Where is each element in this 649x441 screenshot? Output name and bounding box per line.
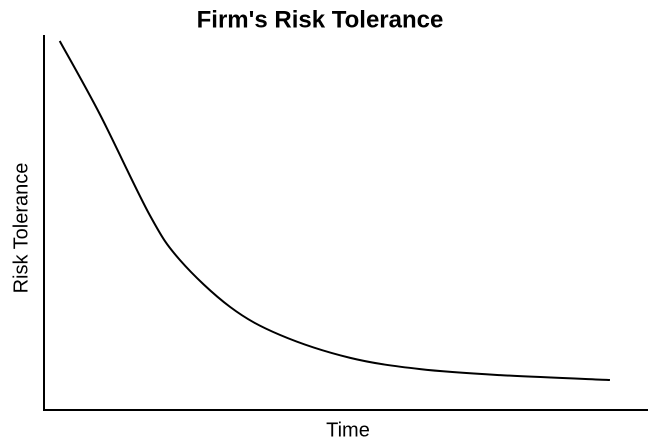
x-axis-label: Time: [326, 419, 370, 441]
chart-title: Firm's Risk Tolerance: [197, 6, 444, 33]
line: [58, 40, 610, 381]
y-axis-label: Risk Tolerance: [10, 163, 32, 294]
